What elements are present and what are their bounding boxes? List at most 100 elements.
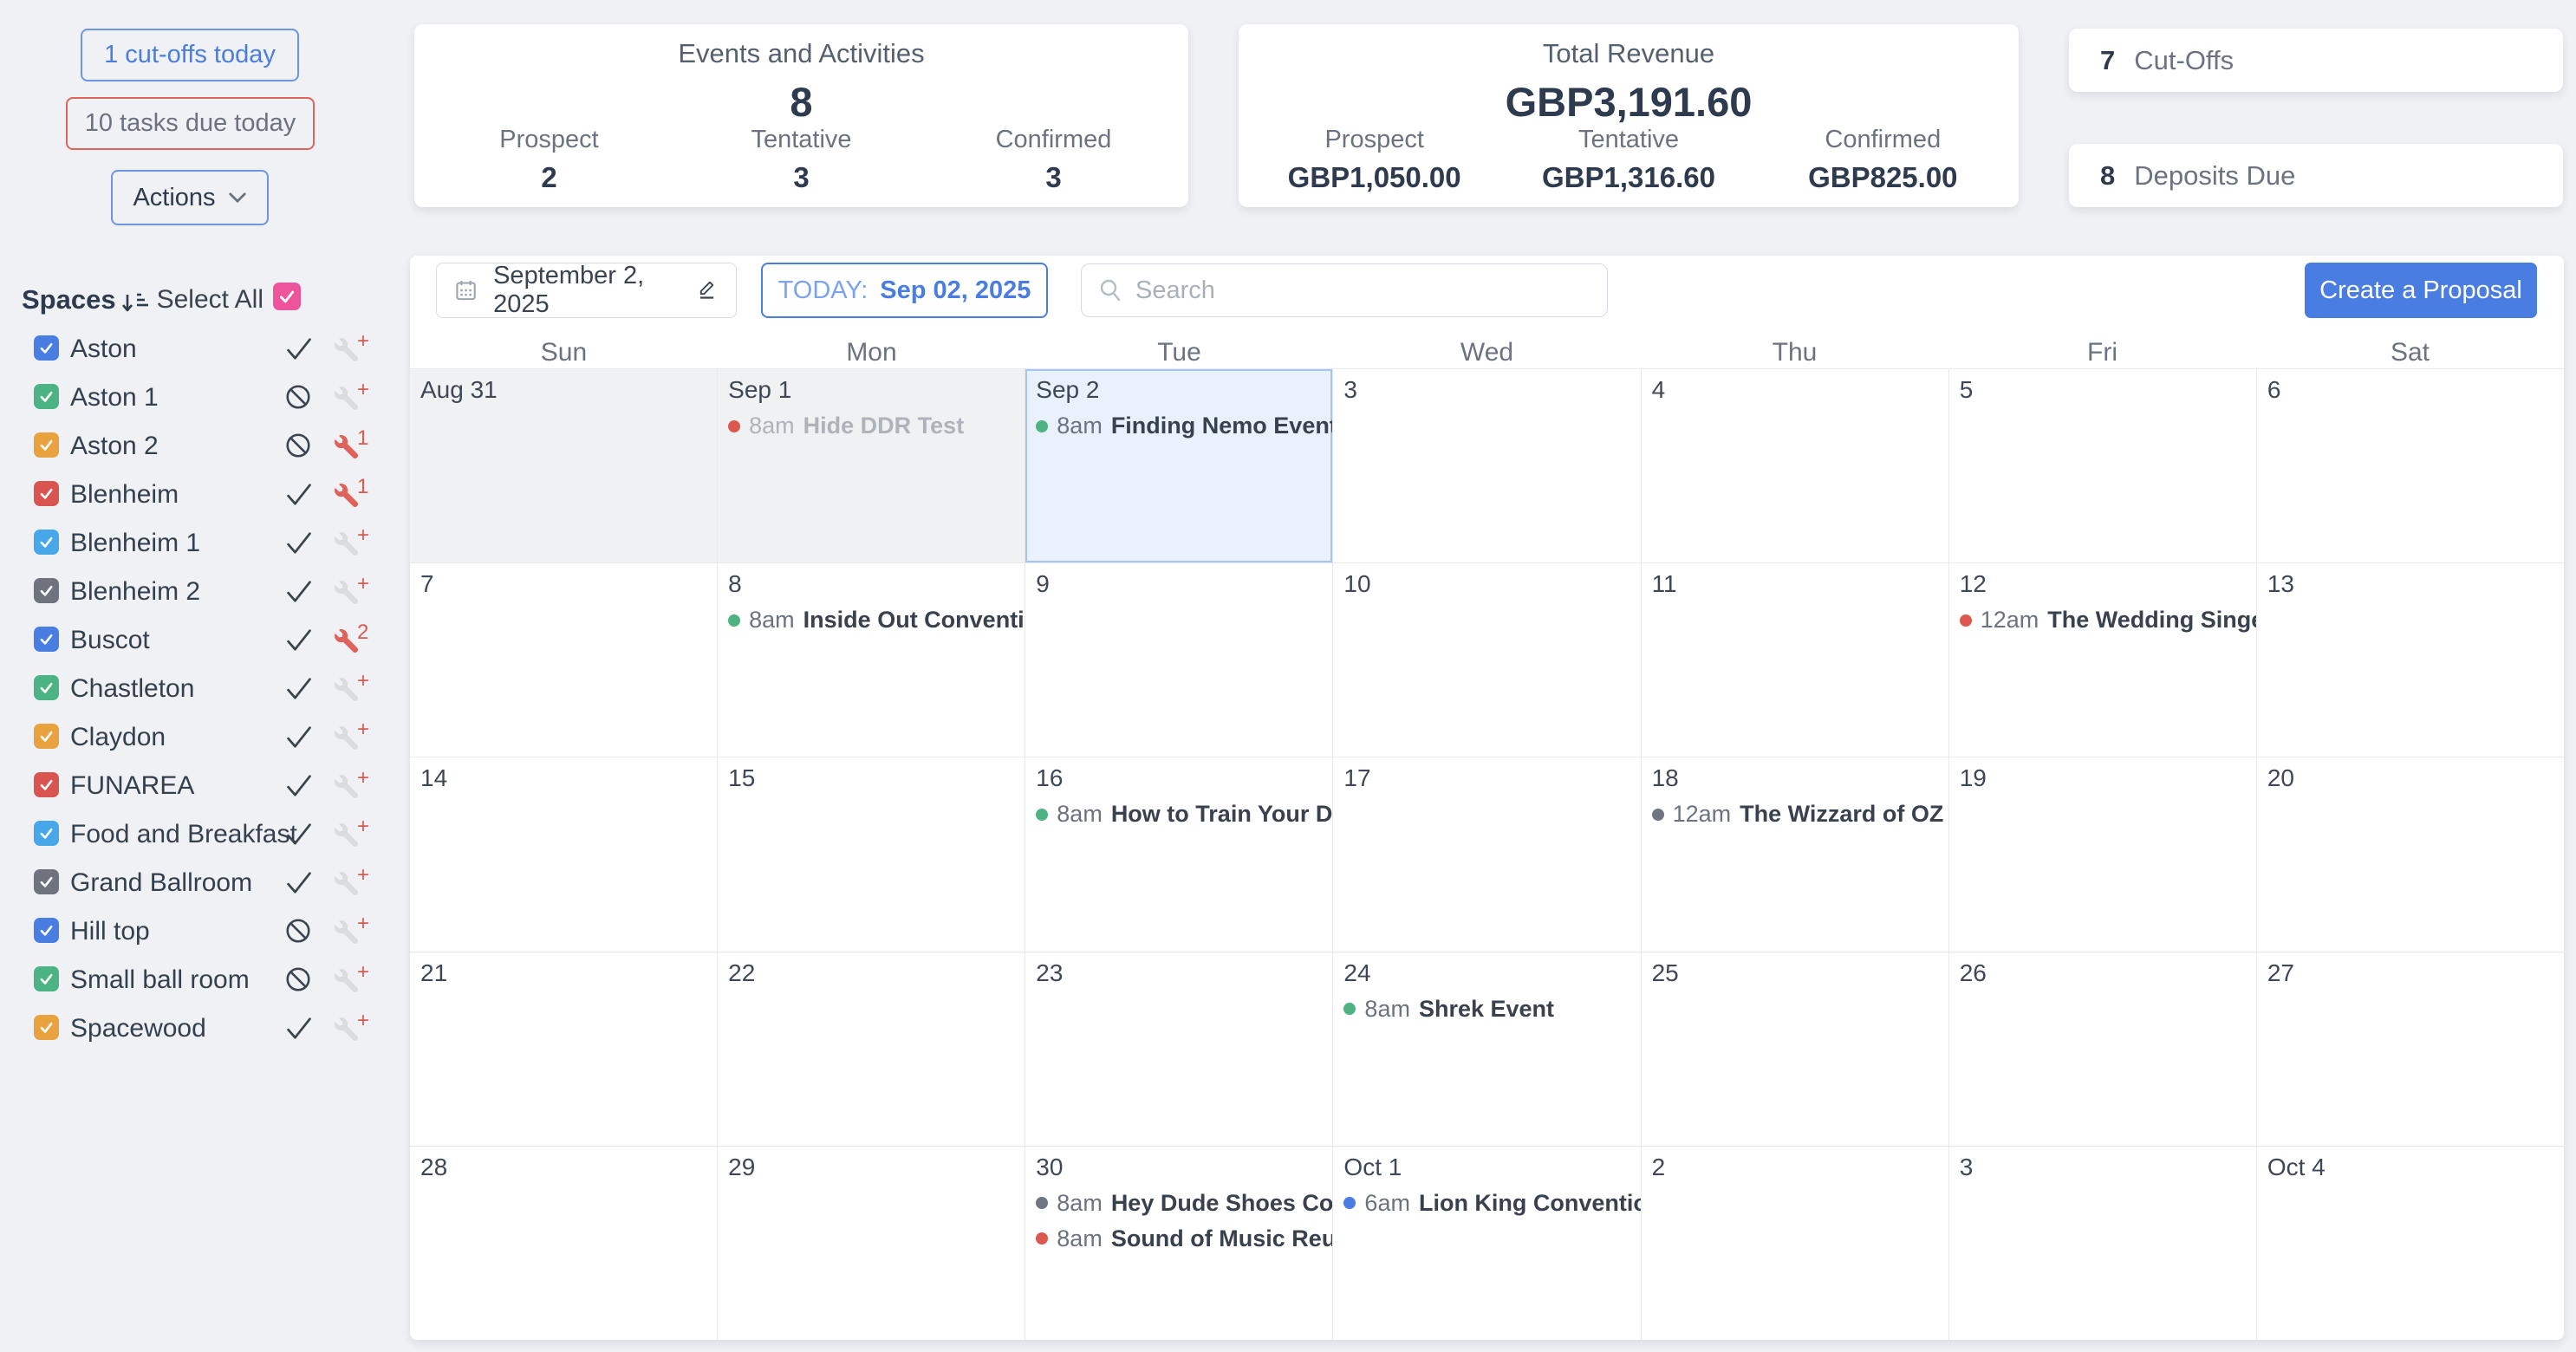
calendar-event[interactable]: 12am The Wedding Singer	[1959, 607, 2256, 634]
maintenance-wrench-icon[interactable]: +	[335, 1009, 374, 1047]
space-checkbox[interactable]	[34, 966, 59, 991]
space-checkbox[interactable]	[34, 1015, 59, 1040]
blocked-icon[interactable]	[284, 917, 314, 946]
calendar-day-cell[interactable]: 7	[410, 563, 719, 757]
cutoffs-summary-card[interactable]: 7 Cut-Offs	[2069, 29, 2563, 92]
calendar-day-cell[interactable]: 30 8am Hey Dude Shoes Convent 8am Sound of M…	[1025, 1146, 1334, 1340]
space-checkbox[interactable]	[34, 335, 59, 361]
space-checkbox[interactable]	[34, 530, 59, 555]
maintenance-wrench-icon[interactable]: +	[335, 378, 374, 416]
maintenance-wrench-icon[interactable]: 1	[335, 475, 374, 513]
edit-date-pencil-icon[interactable]	[695, 276, 719, 305]
calendar-event[interactable]: 6am Lion King Convention	[1343, 1190, 1641, 1217]
blocked-icon[interactable]	[284, 965, 314, 995]
available-check-icon[interactable]	[284, 335, 314, 364]
today-button[interactable]: TODAY: Sep 02, 2025	[761, 263, 1048, 318]
search-input[interactable]	[1135, 276, 1591, 305]
space-checkbox[interactable]	[34, 432, 59, 458]
calendar-day-cell[interactable]: 23	[1025, 952, 1334, 1146]
space-checkbox[interactable]	[34, 772, 59, 797]
available-check-icon[interactable]	[284, 674, 314, 704]
available-check-icon[interactable]	[284, 577, 314, 607]
available-check-icon[interactable]	[284, 1014, 314, 1043]
calendar-day-cell[interactable]: 22	[718, 952, 1026, 1146]
space-checkbox[interactable]	[34, 384, 59, 409]
calendar-day-cell[interactable]: 4	[1642, 369, 1949, 563]
select-all-checkbox[interactable]	[273, 283, 301, 310]
maintenance-wrench-icon[interactable]: 2	[335, 621, 374, 659]
calendar-day-cell-today[interactable]: Sep 2 8am Finding Nemo Event	[1025, 369, 1334, 563]
calendar-event[interactable]: 8am How to Train Your Drago	[1036, 801, 1332, 828]
available-check-icon[interactable]	[284, 626, 314, 655]
calendar-day-cell[interactable]: 16 8am How to Train Your Drago	[1025, 757, 1334, 952]
calendar-day-cell[interactable]: 13	[2257, 563, 2564, 757]
calendar-day-cell[interactable]: Aug 31	[410, 369, 719, 563]
calendar-day-cell[interactable]: 28	[410, 1146, 719, 1340]
available-check-icon[interactable]	[284, 723, 314, 752]
space-checkbox[interactable]	[34, 869, 59, 894]
calendar-day-cell[interactable]: 27	[2257, 952, 2564, 1146]
deposits-due-card[interactable]: 8 Deposits Due	[2069, 144, 2563, 207]
space-checkbox[interactable]	[34, 481, 59, 506]
calendar-day-cell[interactable]: 20	[2257, 757, 2564, 951]
space-checkbox[interactable]	[34, 918, 59, 943]
maintenance-wrench-icon[interactable]: +	[335, 523, 374, 562]
maintenance-wrench-icon[interactable]: +	[335, 912, 374, 950]
maintenance-wrench-icon[interactable]: +	[335, 669, 374, 707]
calendar-event[interactable]: 8am Sound of Music Reunion	[1036, 1225, 1332, 1252]
maintenance-wrench-icon[interactable]: 1	[335, 426, 374, 465]
sort-icon[interactable]	[120, 288, 151, 322]
space-checkbox[interactable]	[34, 627, 59, 652]
calendar-day-cell[interactable]: 29	[718, 1146, 1026, 1340]
calendar-event[interactable]: 8am Hey Dude Shoes Convent	[1036, 1190, 1332, 1217]
space-checkbox[interactable]	[34, 724, 59, 749]
maintenance-wrench-icon[interactable]: +	[335, 718, 374, 756]
calendar-event[interactable]: 8am Inside Out Convention	[728, 607, 1025, 634]
maintenance-wrench-icon[interactable]: +	[335, 572, 374, 610]
calendar-day-cell[interactable]: 26	[1949, 952, 2257, 1146]
calendar-day-cell[interactable]: Sep 1 8am Hide DDR Test	[718, 369, 1026, 563]
calendar-day-cell[interactable]: 17	[1333, 757, 1642, 952]
calendar-day-cell[interactable]: 11	[1642, 563, 1949, 757]
calendar-event[interactable]: 8am Shrek Event	[1343, 996, 1640, 1023]
available-check-icon[interactable]	[284, 529, 314, 558]
available-check-icon[interactable]	[284, 868, 314, 898]
actions-dropdown-button[interactable]: Actions	[111, 170, 269, 225]
calendar-day-cell[interactable]: 19	[1949, 757, 2257, 952]
calendar-day-cell[interactable]: 8 8am Inside Out Convention	[718, 563, 1026, 757]
maintenance-wrench-icon[interactable]: +	[335, 329, 374, 367]
available-check-icon[interactable]	[284, 820, 314, 849]
calendar-day-cell[interactable]: 21	[410, 952, 719, 1146]
blocked-icon[interactable]	[284, 383, 314, 413]
calendar-day-cell[interactable]: 3	[1949, 1146, 2257, 1340]
calendar-day-cell[interactable]: 6	[2257, 369, 2564, 562]
calendar-day-cell[interactable]: 9	[1025, 563, 1334, 757]
space-checkbox[interactable]	[34, 578, 59, 603]
date-picker[interactable]: September 2, 2025	[436, 262, 737, 318]
calendar-day-cell[interactable]: Oct 4	[2257, 1147, 2564, 1340]
calendar-day-cell[interactable]: 10	[1333, 563, 1642, 757]
calendar-event[interactable]: 8am Hide DDR Test	[728, 413, 1025, 439]
calendar-day-cell[interactable]: 24 8am Shrek Event	[1333, 952, 1642, 1146]
calendar-event[interactable]: 8am Finding Nemo Event	[1036, 413, 1332, 439]
calendar-day-cell[interactable]: 2	[1642, 1146, 1949, 1340]
maintenance-wrench-icon[interactable]: +	[335, 766, 374, 804]
calendar-day-cell[interactable]: 14	[410, 757, 719, 952]
available-check-icon[interactable]	[284, 480, 314, 510]
calendar-day-cell[interactable]: 18 12am The Wizzard of OZ Conv	[1642, 757, 1949, 952]
create-proposal-button[interactable]: Create a Proposal	[2305, 263, 2537, 318]
calendar-day-cell[interactable]: 3	[1333, 369, 1642, 563]
calendar-day-cell[interactable]: 15	[718, 757, 1026, 952]
maintenance-wrench-icon[interactable]: +	[335, 815, 374, 853]
blocked-icon[interactable]	[284, 432, 314, 461]
maintenance-wrench-icon[interactable]: +	[335, 960, 374, 998]
calendar-day-cell[interactable]: 25	[1642, 952, 1949, 1146]
calendar-day-cell[interactable]: Oct 1 6am Lion King Convention	[1333, 1146, 1642, 1340]
space-checkbox[interactable]	[34, 821, 59, 846]
maintenance-wrench-icon[interactable]: +	[335, 863, 374, 901]
available-check-icon[interactable]	[284, 771, 314, 801]
tasks-due-today-button[interactable]: 10 tasks due today	[66, 97, 315, 150]
space-checkbox[interactable]	[34, 675, 59, 700]
calendar-day-cell[interactable]: 5	[1949, 369, 2257, 563]
calendar-day-cell[interactable]: 12 12am The Wedding Singer	[1949, 563, 2257, 757]
